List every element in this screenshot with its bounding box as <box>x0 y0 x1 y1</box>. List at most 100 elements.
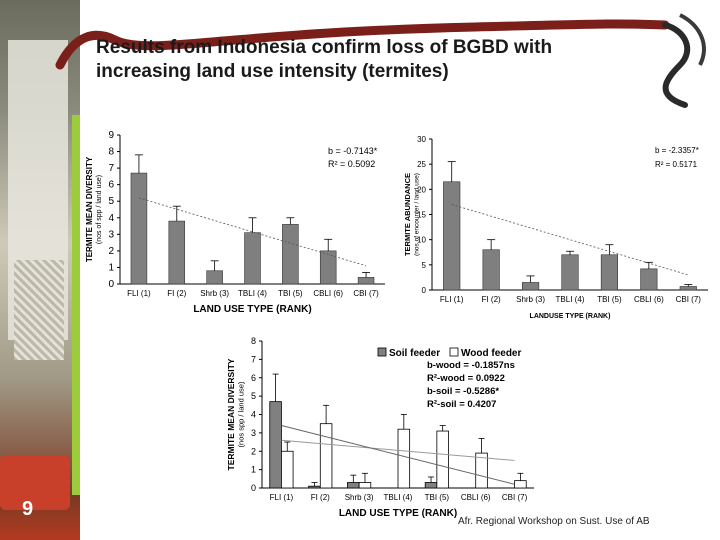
chart1-stat-text: R² = 0.5171 <box>655 160 698 169</box>
chart1-bar <box>600 254 619 291</box>
chart2-y-tick-label: 6 <box>251 373 256 383</box>
chart2-category-label: TBLI (4) <box>384 493 413 502</box>
chart1-y-tick-label: 10 <box>417 236 426 245</box>
chart1-y-label-sub: (nos of encounter / land use) <box>414 173 421 256</box>
photo-tray <box>0 455 70 510</box>
chart0-y-tick-label: 6 <box>108 180 114 191</box>
chart0-trend-line <box>138 197 367 267</box>
feeder-chart: 0 1 2 3 4 5 6 7 8 FLI (1) FI (2) Shrb (3) TBLI (4) TB… <box>222 330 542 525</box>
chart2-y-tick-label: 1 <box>251 465 256 475</box>
chart0-category-label: Shrb (3) <box>200 289 229 298</box>
chart0-y-label: TERMITE MEAN DIVERSITY <box>85 156 94 262</box>
chart2-x-label: LAND USE TYPE (RANK) <box>339 508 457 519</box>
chart2-category-label: FI (2) <box>311 493 330 502</box>
chart0-y-tick-label: 2 <box>108 246 114 257</box>
chart0-stat-text: R² = 0.5092 <box>328 159 375 169</box>
chart2-trend-wood <box>281 439 515 461</box>
chart2-bar-wood <box>358 482 372 489</box>
chart2-trend-soil <box>281 425 515 485</box>
chart2-bar-soil <box>347 482 360 489</box>
chart1-category-label: Shrb (3) <box>516 295 545 304</box>
chart2-category-label: CBI (7) <box>502 493 528 502</box>
chart0-bar <box>130 172 148 285</box>
chart1-bar <box>679 286 697 291</box>
chart0-category-label: FLI (1) <box>127 289 151 298</box>
chart0-bar <box>319 250 337 285</box>
chart1-x-label: LANDUSE TYPE (RANK) <box>530 313 611 320</box>
chart1-y-tick-label: 25 <box>417 160 426 169</box>
earthworm-image <box>55 13 706 108</box>
chart2-stat-text: R²-soil = 0.4207 <box>427 399 496 410</box>
chart0-category-label: FI (2) <box>167 289 186 298</box>
chart0-bar <box>282 224 299 285</box>
chart2-y-tick-label: 3 <box>251 428 256 438</box>
chart2-stat-text: b-soil = -0.5286* <box>427 386 499 397</box>
accent-bar <box>72 115 80 495</box>
chart2-y-tick-label: 8 <box>251 336 256 346</box>
chart0-y-tick-label: 0 <box>108 279 114 290</box>
chart2-legend-swatch <box>377 347 387 357</box>
chart0-y-tick-label: 4 <box>108 213 114 224</box>
chart1-trend-line <box>451 204 689 276</box>
chart0-category-label: CBLI (6) <box>313 289 343 298</box>
chart1-category-label: TBLI (4) <box>556 295 585 304</box>
diversity-chart: 0 1 2 3 4 5 6 7 8 9 FLI (1) FI (2) Shrb (3) TBLI (4) T… <box>80 122 398 327</box>
chart2-bar-wood <box>397 428 411 489</box>
chart0-x-label: LAND USE TYPE (RANK) <box>193 304 311 315</box>
chart0-y-tick-label: 3 <box>108 229 114 240</box>
chart0-bar <box>168 220 186 285</box>
chart2-y-tick-label: 4 <box>251 410 256 420</box>
chart2-y-label: TERMITE MEAN DIVERSITY <box>226 358 236 470</box>
chart1-bar <box>640 268 658 291</box>
chart2-y-tick-label: 5 <box>251 391 256 401</box>
chart2-bar-wood <box>319 423 333 489</box>
chart1-y-tick-label: 30 <box>417 135 426 144</box>
chart0-bar <box>206 270 223 285</box>
chart1-y-tick-label: 5 <box>422 261 427 270</box>
photo-net <box>14 260 64 360</box>
chart2-legend-swatch <box>449 347 459 357</box>
chart2-stat-text: b-wood = -0.1857ns <box>427 360 515 371</box>
chart2-legend-label: Soil feeder <box>389 348 440 359</box>
chart2-bar-wood <box>436 430 449 489</box>
chart1-category-label: CBLI (6) <box>634 295 664 304</box>
chart2-bar-wood <box>281 450 294 489</box>
chart0-category-label: TBI (5) <box>278 289 303 298</box>
background-photo <box>0 0 80 540</box>
chart0-y-label-sub: (nos of spp / land use) <box>96 175 103 244</box>
abundance-chart: 0 5 10 15 20 25 30 FLI (1) FI (2) Shrb (3) TBLI (4… <box>400 125 715 325</box>
chart2-y-tick-label: 0 <box>251 483 256 493</box>
chart0-y-tick-label: 5 <box>108 196 114 207</box>
chart2-bar-soil <box>308 485 321 489</box>
chart2-y-tick-label: 7 <box>251 354 256 364</box>
chart1-bar <box>521 282 540 291</box>
chart0-stat-text: b = -0.7143* <box>328 146 378 156</box>
chart1-bar <box>561 254 579 291</box>
chart2-y-tick-label: 2 <box>251 446 256 456</box>
chart2-category-label: TBI (5) <box>425 493 450 502</box>
chart1-category-label: FI (2) <box>482 295 501 304</box>
chart0-y-tick-label: 7 <box>108 163 114 174</box>
chart2-y-label-sub: (nos spp / land use) <box>237 381 246 447</box>
chart1-bar <box>443 181 461 291</box>
chart0-y-tick-label: 1 <box>108 262 114 273</box>
chart1-y-label: TERMITE ABUNDANCE <box>403 173 412 256</box>
chart2-bar-soil <box>424 482 438 489</box>
footer-text: Afr. Regional Workshop on Sust. Use of A… <box>458 516 650 527</box>
chart0-y-tick-label: 8 <box>108 147 114 158</box>
chart0-category-label: TBLI (4) <box>238 289 267 298</box>
chart2-category-label: Shrb (3) <box>345 493 374 502</box>
chart1-bar <box>482 249 500 291</box>
chart0-category-label: CBI (7) <box>353 289 379 298</box>
chart2-bar-soil <box>269 401 282 489</box>
chart0-y-tick-label: 9 <box>108 130 114 141</box>
slide-title-line1: Results from Indonesia confirm loss of B… <box>96 37 553 58</box>
chart1-stat-text: b = -2.3357* <box>655 146 699 155</box>
chart2-category-label: FLI (1) <box>270 493 294 502</box>
chart2-stat-text: R²-wood = 0.0922 <box>427 373 505 384</box>
chart2-bar-wood <box>514 480 527 489</box>
chart1-y-tick-label: 20 <box>417 185 426 194</box>
chart1-y-tick-label: 0 <box>422 286 427 295</box>
slide-title-line2: increasing land use intensity (termites) <box>96 61 449 82</box>
slide-number: 9 <box>22 498 34 520</box>
